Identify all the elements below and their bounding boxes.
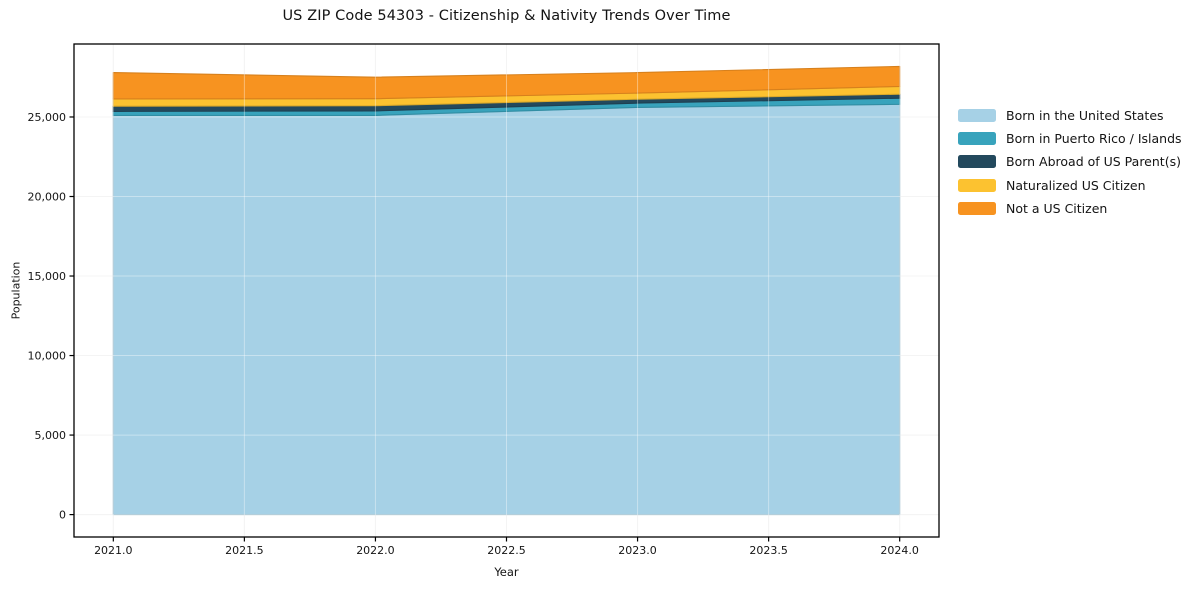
legend-label: Born in the United States [1006,108,1164,124]
x-tick-label: 2022.0 [356,544,395,557]
legend-swatch-icon [958,178,996,192]
y-tick-label: 20,000 [28,190,67,203]
legend-label: Born in Puerto Rico / Islands [1006,131,1182,147]
legend-swatch-icon [958,109,996,123]
x-axis-label: Year [494,565,519,579]
legend-item-not-a-us-citizen: Not a US Citizen [958,197,1182,220]
x-tick-label: 2024.0 [880,544,919,557]
legend-label: Naturalized US Citizen [1006,177,1146,193]
y-tick-label: 25,000 [28,111,67,124]
y-tick-label: 15,000 [28,270,67,283]
x-tick-label: 2023.5 [749,544,788,557]
legend-label: Not a US Citizen [1006,200,1108,216]
area-not-a-us-citizen [112,65,901,100]
x-tick-label: 2021.0 [94,544,133,557]
legend-swatch-icon [958,155,996,169]
y-tick-label: 0 [59,508,66,521]
legend: Born in the United States Born in Puerto … [958,104,1182,220]
y-tick-label: 5,000 [35,429,67,442]
x-tick-label: 2021.5 [225,544,264,557]
legend-swatch-icon [958,201,996,215]
chart-title: US ZIP Code 54303 - Citizenship & Nativi… [282,8,731,24]
legend-item-born-in-the-united-states: Born in the United States [958,104,1182,127]
legend-item-born-abroad-of-us-parent-s: Born Abroad of US Parent(s) [958,150,1182,173]
y-tick-label: 10,000 [28,349,67,362]
x-tick-label: 2022.5 [487,544,526,557]
x-tick-label: 2023.0 [618,544,657,557]
legend-label: Born Abroad of US Parent(s) [1006,154,1181,170]
legend-item-born-in-puerto-rico-islands: Born in Puerto Rico / Islands [958,127,1182,150]
legend-item-naturalized-us-citizen: Naturalized US Citizen [958,174,1182,197]
legend-swatch-icon [958,132,996,146]
